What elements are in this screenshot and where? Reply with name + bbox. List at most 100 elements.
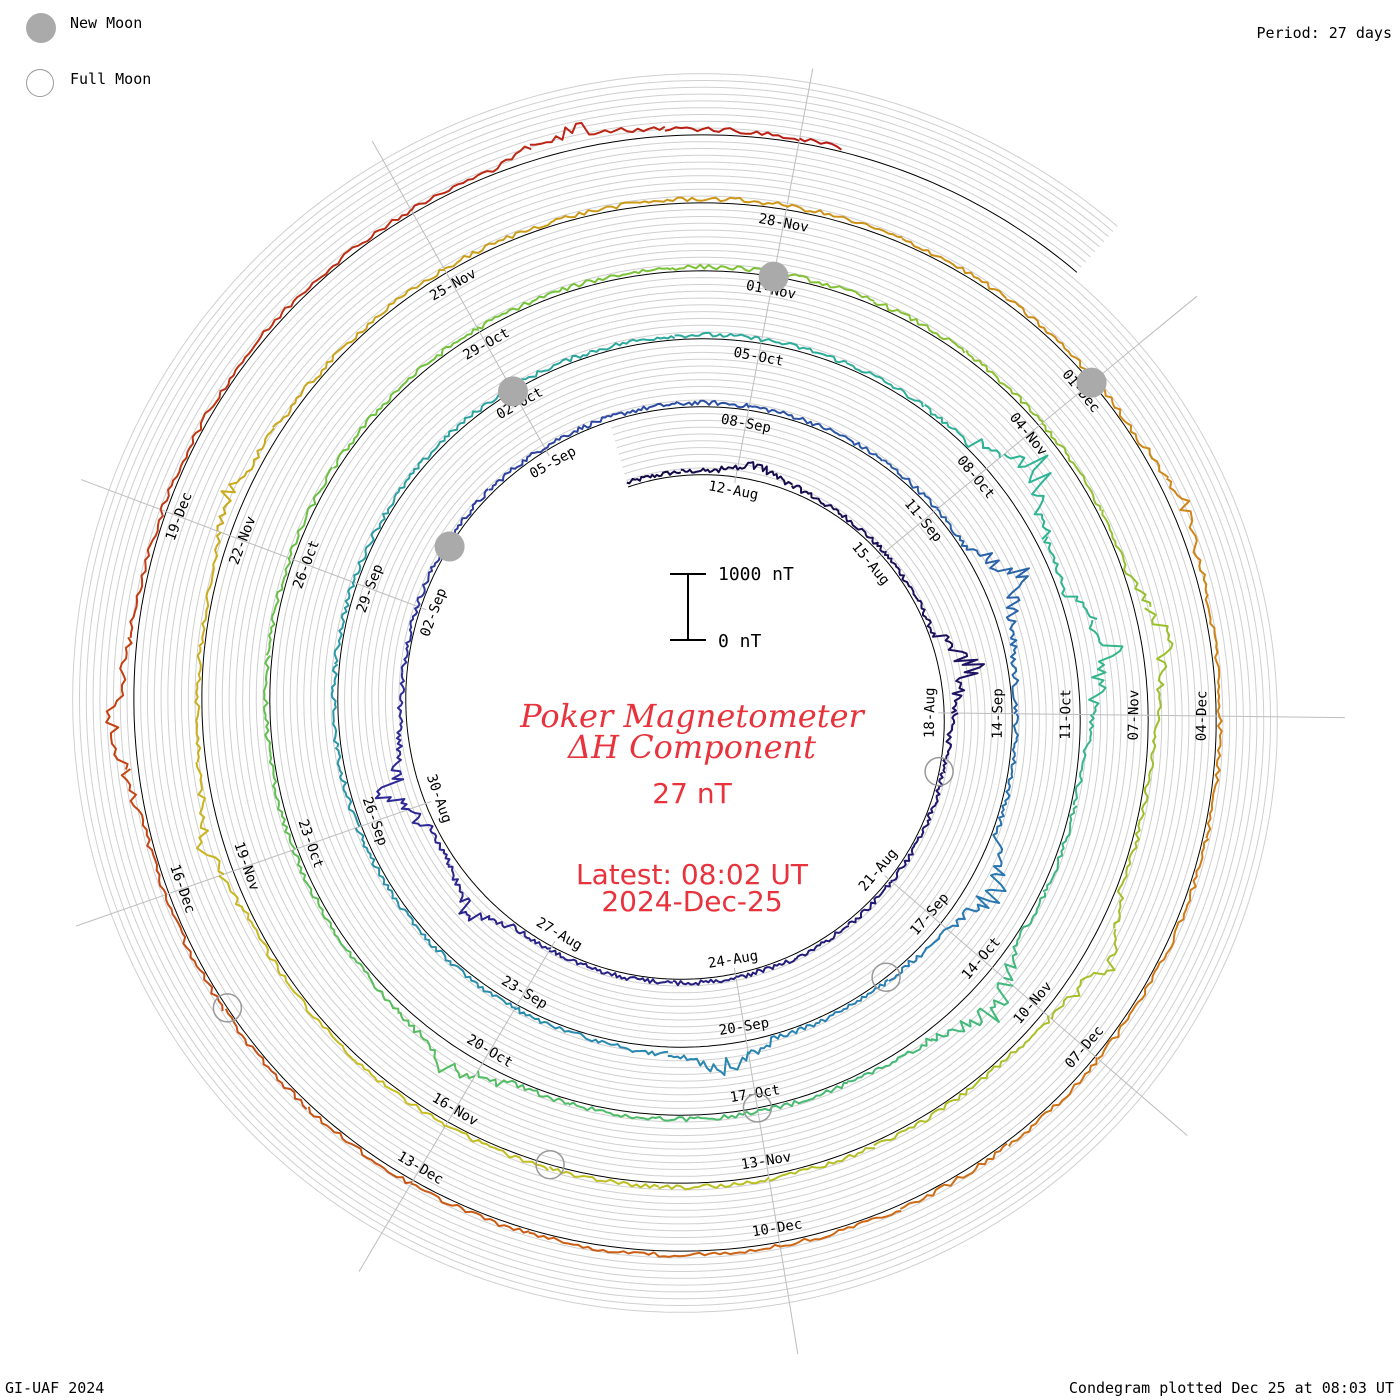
trace-day-48: [330, 663, 340, 748]
trace-day-85: [965, 350, 1044, 423]
trace-day-97: [445, 1124, 549, 1172]
trace-day-89: [1138, 715, 1161, 823]
trace-day-112: [1005, 298, 1096, 381]
radial-spoke: [938, 712, 1345, 719]
trace-day-45: [395, 899, 450, 963]
trace-day-22: [400, 605, 419, 673]
radial-spoke: [358, 940, 556, 1272]
trace-day-113: [1093, 379, 1170, 479]
trace-day-135: [529, 121, 666, 146]
trace-day-20: [374, 740, 410, 811]
trace-day-51: [389, 440, 445, 508]
scale-bar: 1000 nT 0 nT: [670, 564, 794, 652]
trace-day-61: [1088, 619, 1124, 716]
trace-day-123: [528, 1231, 655, 1256]
trace-day-83: [774, 271, 875, 302]
trace-day-93: [873, 1088, 969, 1147]
trace-day-28: [677, 399, 750, 409]
trace-day-1: [680, 464, 739, 474]
trace-day-118: [1097, 954, 1168, 1060]
trace-day-127: [164, 894, 224, 1012]
trace-day-77: [288, 466, 333, 559]
trace-day-31: [882, 459, 939, 510]
trace-day-53: [509, 351, 591, 388]
trace-day-91: [1051, 928, 1118, 1020]
trace-day-68: [663, 1109, 759, 1123]
trace-day-106: [351, 269, 445, 343]
trace-day-15: [609, 972, 673, 985]
trace-day-116: [1205, 715, 1223, 839]
grid-spiral: [79, 80, 1271, 1306]
grid-spiral: [72, 73, 1278, 1313]
trace-day-136: [664, 126, 800, 142]
trace-day-21: [395, 672, 406, 742]
trace-day-62: [1072, 713, 1095, 806]
trace-day-81: [569, 267, 672, 288]
chart-title-line2: ΔH Component: [566, 728, 816, 766]
trace-day-66: [847, 1037, 933, 1083]
trace-day-130: [129, 509, 164, 638]
trace-day-98: [353, 1059, 446, 1128]
trace-day-125: [307, 1106, 413, 1185]
latest-date: 2024-Dec-25: [601, 885, 782, 918]
trace-day-46: [354, 827, 398, 900]
trace-day-47: [334, 746, 361, 828]
full-moon-marker: [212, 993, 243, 1023]
trace-day-71: [399, 1011, 476, 1079]
trace-day-75: [263, 655, 272, 755]
trace-day-94: [769, 1147, 875, 1182]
trace-day-9: [921, 771, 944, 830]
date-label-04-dec: 04-Dec: [1194, 691, 1211, 742]
trace-day-32: [936, 508, 1000, 565]
trace-day-78: [332, 389, 399, 470]
trace-day-26: [544, 414, 609, 450]
trace-day-88: [1144, 607, 1174, 716]
trace-day-117: [1164, 838, 1210, 956]
trace-day-126: [224, 1008, 308, 1110]
trace-day-70: [477, 1070, 570, 1105]
date-label-11-sep: 11-Sep: [901, 496, 945, 545]
trace-day-115: [1204, 593, 1221, 717]
date-label-05-oct: 05-Oct: [732, 345, 785, 370]
trace-day-40: [747, 1018, 822, 1055]
trace-day-54: [589, 335, 676, 353]
trace-day-120: [899, 1142, 1008, 1210]
trace-day-44: [449, 960, 516, 1009]
new-moon-marker: [434, 531, 465, 562]
trace-day-134: [410, 145, 532, 212]
scale-top-label: 1000 nT: [718, 564, 794, 585]
trace-day-111: [901, 237, 1007, 299]
date-label-24-aug: 24-Aug: [707, 948, 759, 972]
trace-day-37: [946, 865, 1007, 930]
date-label-18-aug: 18-Aug: [922, 687, 939, 738]
date-label-21-aug: 21-Aug: [856, 846, 901, 895]
trace-day-55: [674, 331, 763, 343]
footer-plot-time: Condegram plotted Dec 25 at 08:03 UT: [1068, 1379, 1394, 1397]
trace-day-102: [194, 646, 202, 763]
date-label-14-sep: 14-Sep: [990, 688, 1007, 739]
date-label-26-oct: 26-Oct: [290, 538, 323, 591]
trace-day-132: [219, 290, 307, 393]
trace-day-128: [120, 768, 168, 895]
trace-day-67: [757, 1081, 848, 1112]
radial-spoke: [884, 874, 1188, 1136]
trace-day-95: [658, 1176, 770, 1191]
trace-day-25: [488, 447, 546, 491]
trace-day-18: [447, 865, 491, 922]
trace-day-65: [930, 982, 1014, 1042]
trace-day-12: [795, 924, 850, 960]
trace-day-14: [672, 976, 737, 987]
date-label-14-oct: 14-Oct: [959, 934, 1004, 983]
trace-day-2: [736, 461, 794, 486]
trace-day-105: [272, 340, 353, 428]
radial-spoke: [733, 967, 799, 1355]
latest-time: Latest: 08:02 UT: [576, 858, 809, 891]
spiral-grid: [72, 68, 1345, 1355]
trace-day-124: [410, 1182, 530, 1234]
trace-day-82: [670, 263, 775, 276]
trace-day-50: [352, 505, 392, 583]
trace-day-96: [548, 1166, 660, 1189]
new-moon-marker: [758, 261, 789, 292]
